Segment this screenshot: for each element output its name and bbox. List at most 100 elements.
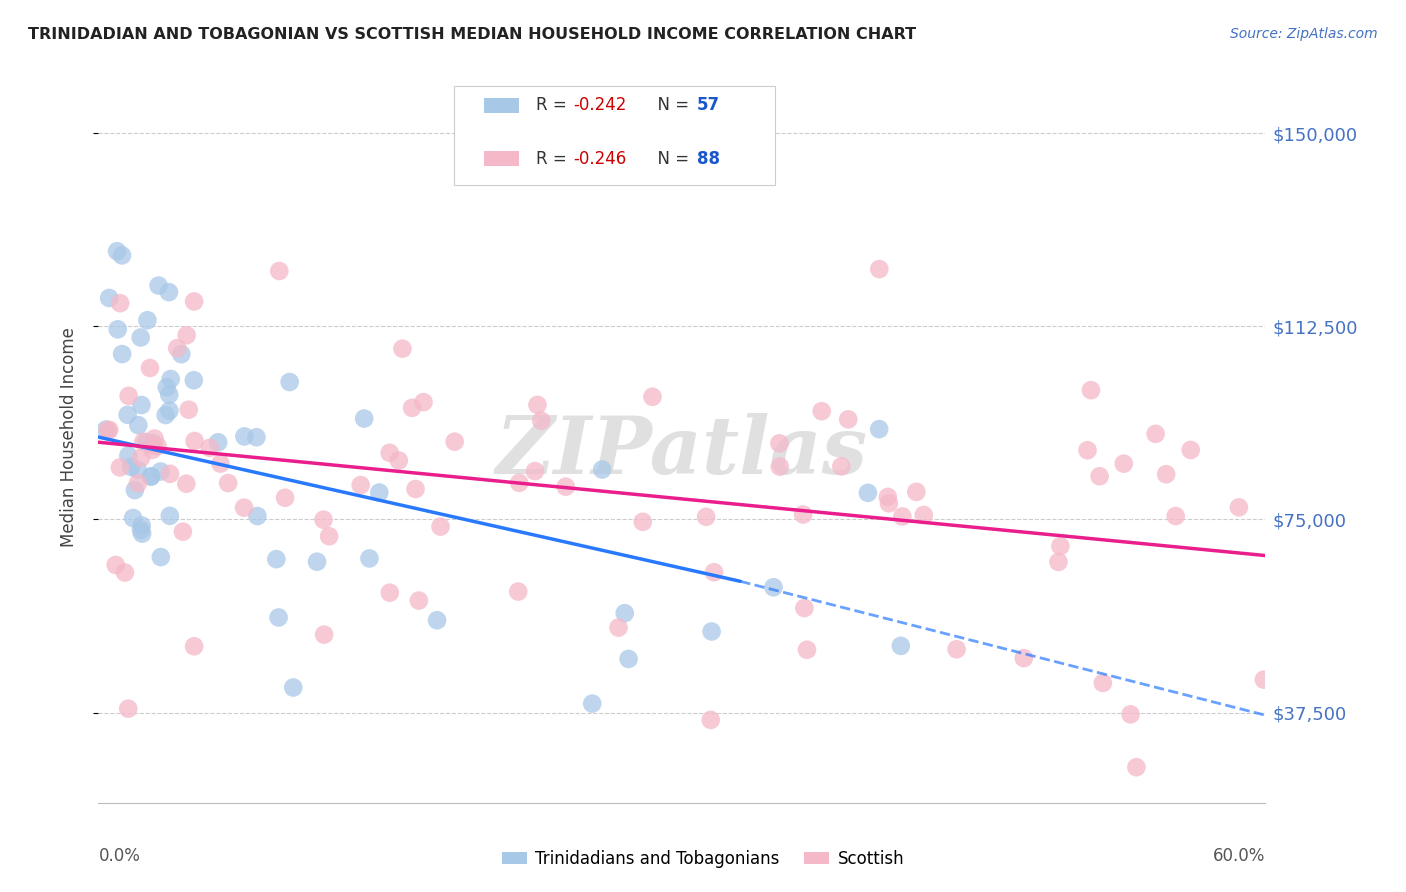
Point: [429, 519, 451, 533]
FancyBboxPatch shape: [484, 98, 519, 113]
Point: [143, 439, 166, 453]
Point: [156, 380, 179, 394]
Point: [877, 496, 900, 510]
Point: [159, 508, 181, 523]
Point: [856, 485, 879, 500]
Point: [1227, 500, 1250, 515]
Point: [401, 401, 423, 415]
Point: [176, 476, 198, 491]
Point: [581, 697, 603, 711]
Point: [98, 423, 121, 437]
Point: [183, 639, 205, 653]
Point: [131, 526, 153, 541]
Point: [136, 313, 159, 327]
Point: [699, 713, 721, 727]
Point: [149, 550, 172, 565]
Point: [111, 248, 134, 262]
Point: [97, 424, 120, 438]
Point: [1180, 442, 1202, 457]
Point: [157, 285, 180, 300]
Point: [762, 580, 785, 594]
Point: [631, 515, 654, 529]
Text: N =: N =: [647, 96, 695, 114]
Point: [139, 469, 162, 483]
Point: [139, 361, 162, 376]
Point: [114, 566, 136, 580]
Point: [149, 465, 172, 479]
Point: [700, 624, 723, 639]
Point: [183, 434, 205, 448]
Point: [139, 469, 162, 483]
Y-axis label: Median Household Income: Median Household Income: [59, 327, 77, 547]
Point: [111, 347, 134, 361]
Point: [526, 398, 548, 412]
Text: ZIPatlas: ZIPatlas: [496, 413, 868, 491]
Point: [183, 373, 205, 387]
Point: [314, 627, 336, 641]
Point: [105, 244, 128, 259]
Point: [391, 342, 413, 356]
Point: [1049, 539, 1071, 553]
Point: [107, 322, 129, 336]
Point: [127, 463, 149, 477]
Point: [876, 490, 898, 504]
Point: [830, 459, 852, 474]
Point: [1012, 651, 1035, 665]
Point: [305, 555, 328, 569]
Point: [176, 328, 198, 343]
Legend: Trinidadians and Tobagonians, Scottish: Trinidadians and Tobagonians, Scottish: [495, 844, 911, 875]
Point: [94, 423, 117, 437]
Text: 88: 88: [697, 150, 720, 168]
Point: [183, 294, 205, 309]
Point: [267, 610, 290, 624]
Point: [120, 459, 142, 474]
Point: [508, 475, 530, 490]
Text: Source: ZipAtlas.com: Source: ZipAtlas.com: [1230, 27, 1378, 41]
Point: [98, 291, 121, 305]
Point: [792, 508, 814, 522]
Point: [278, 375, 301, 389]
Point: [117, 449, 139, 463]
Point: [127, 418, 149, 433]
FancyBboxPatch shape: [454, 86, 775, 185]
Point: [769, 459, 792, 474]
Point: [905, 484, 928, 499]
Point: [1253, 673, 1275, 687]
Point: [1125, 760, 1147, 774]
Point: [1164, 509, 1187, 524]
Text: 60.0%: 60.0%: [1213, 847, 1265, 864]
Point: [117, 701, 139, 715]
Point: [1144, 426, 1167, 441]
Point: [108, 460, 131, 475]
Point: [245, 430, 267, 444]
Point: [695, 509, 717, 524]
Point: [891, 509, 914, 524]
Point: [104, 558, 127, 572]
Point: [810, 404, 832, 418]
Text: 57: 57: [697, 96, 720, 114]
Point: [837, 412, 859, 426]
Point: [217, 476, 239, 491]
Point: [1088, 469, 1111, 483]
Point: [312, 513, 335, 527]
Point: [135, 435, 157, 450]
Point: [132, 434, 155, 449]
Point: [124, 483, 146, 497]
Point: [1154, 467, 1177, 482]
Point: [266, 552, 288, 566]
Point: [793, 601, 815, 615]
Point: [122, 511, 145, 525]
Point: [508, 584, 530, 599]
Point: [166, 341, 188, 355]
Point: [353, 411, 375, 425]
Point: [246, 509, 269, 524]
Point: [613, 606, 636, 620]
Point: [1112, 457, 1135, 471]
Point: [1091, 676, 1114, 690]
Point: [591, 462, 613, 476]
Point: [142, 442, 165, 457]
Point: [157, 387, 180, 401]
Point: [945, 642, 967, 657]
Point: [443, 434, 465, 449]
Point: [378, 446, 401, 460]
